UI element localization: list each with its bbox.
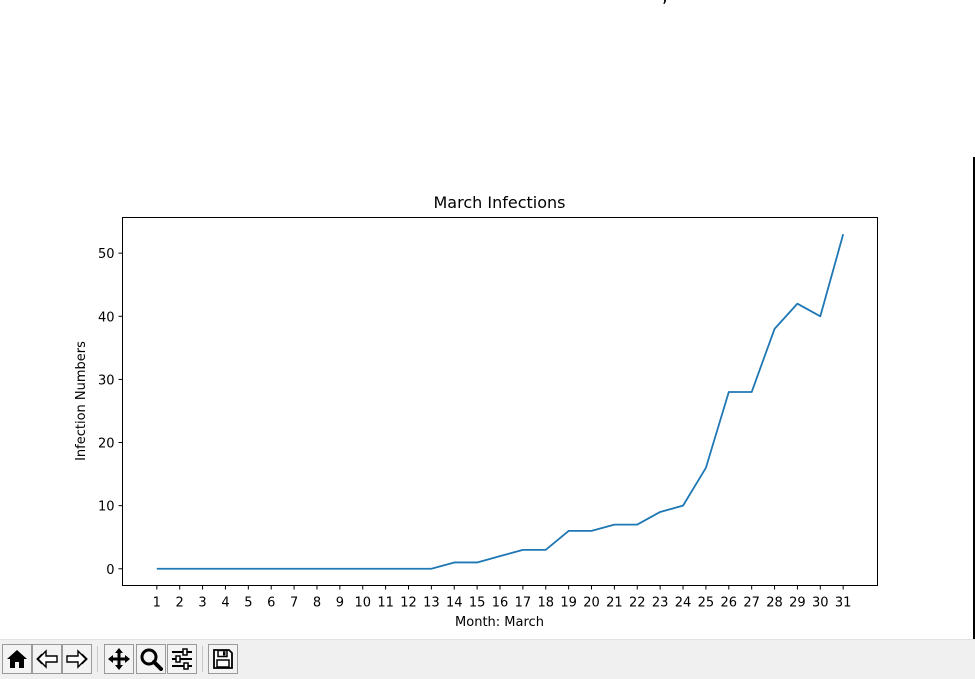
plot-frame bbox=[122, 217, 878, 586]
window-title-fragment: , bbox=[662, 0, 668, 7]
x-axis-label: Month: March bbox=[455, 615, 544, 630]
y-tick-label: 50 bbox=[98, 247, 115, 262]
home-button[interactable] bbox=[2, 644, 32, 674]
y-tick-label: 40 bbox=[98, 310, 115, 325]
x-tick-label: 14 bbox=[446, 596, 463, 611]
x-tick-label: 21 bbox=[606, 596, 623, 611]
y-axis-label: Infection Numbers bbox=[74, 341, 89, 461]
x-tick-label: 30 bbox=[812, 596, 829, 611]
back-button[interactable] bbox=[32, 644, 62, 674]
configure-subplots-button[interactable] bbox=[167, 644, 197, 674]
x-tick-label: 19 bbox=[560, 596, 577, 611]
x-tick-label: 7 bbox=[290, 596, 298, 611]
toolbar-separator bbox=[202, 646, 203, 672]
x-tick-label: 23 bbox=[652, 596, 669, 611]
x-tick-label: 1 bbox=[153, 596, 161, 611]
home-icon bbox=[7, 650, 27, 668]
x-tick-label: 22 bbox=[629, 596, 646, 611]
x-tick-label: 2 bbox=[176, 596, 184, 611]
sliders-icon bbox=[172, 648, 192, 670]
back-arrow-icon bbox=[36, 649, 58, 669]
x-tick-label: 3 bbox=[198, 596, 206, 611]
forward-arrow-icon bbox=[66, 649, 88, 669]
line-chart: , March Infections Month: March Infectio… bbox=[74, 0, 878, 630]
x-tick-label: 9 bbox=[336, 596, 344, 611]
y-tick-group: 0 10 20 30 40 50 bbox=[98, 247, 123, 578]
x-tick-label: 4 bbox=[221, 596, 229, 611]
magnifier-icon bbox=[140, 648, 163, 671]
x-tick-label: 16 bbox=[492, 596, 509, 611]
save-button[interactable] bbox=[208, 644, 238, 674]
forward-button[interactable] bbox=[62, 644, 92, 674]
x-tick-label: 6 bbox=[267, 596, 275, 611]
navigation-toolbar bbox=[0, 639, 975, 679]
y-tick-label: 30 bbox=[98, 373, 115, 388]
x-tick-label: 29 bbox=[789, 596, 806, 611]
x-tick-label: 31 bbox=[835, 596, 852, 611]
x-tick-label: 17 bbox=[515, 596, 532, 611]
toolbar-separator bbox=[97, 646, 98, 672]
y-tick-label: 10 bbox=[98, 500, 115, 515]
x-tick-label: 11 bbox=[377, 596, 394, 611]
window-border bbox=[973, 157, 975, 639]
x-tick-label: 24 bbox=[675, 596, 692, 611]
x-tick-group: 1 2 3 4 5 6 7 8 9 10 11 12 13 14 15 16 17 18 19 20 21 22 23 24 2… bbox=[153, 585, 852, 611]
pan-button[interactable] bbox=[104, 644, 134, 674]
x-tick-label: 10 bbox=[354, 596, 371, 611]
x-tick-label: 27 bbox=[743, 596, 760, 611]
figure-canvas: , March Infections Month: March Infectio… bbox=[74, 0, 975, 639]
series-line bbox=[156, 233, 845, 570]
x-tick-label: 8 bbox=[313, 596, 321, 611]
chart-title: March Infections bbox=[434, 193, 566, 212]
x-tick-label: 20 bbox=[583, 596, 600, 611]
y-tick-label: 20 bbox=[98, 437, 115, 452]
x-tick-label: 28 bbox=[766, 596, 783, 611]
x-tick-label: 18 bbox=[537, 596, 554, 611]
x-tick-label: 15 bbox=[469, 596, 486, 611]
move-arrows-icon bbox=[108, 648, 130, 670]
x-tick-label: 5 bbox=[244, 596, 252, 611]
floppy-disk-icon bbox=[213, 649, 233, 669]
x-tick-label: 25 bbox=[698, 596, 715, 611]
y-tick-label: 0 bbox=[106, 563, 114, 578]
x-tick-label: 12 bbox=[400, 596, 417, 611]
zoom-button[interactable] bbox=[136, 644, 166, 674]
x-tick-label: 26 bbox=[721, 596, 738, 611]
series-group bbox=[156, 233, 845, 570]
x-tick-label: 13 bbox=[423, 596, 440, 611]
